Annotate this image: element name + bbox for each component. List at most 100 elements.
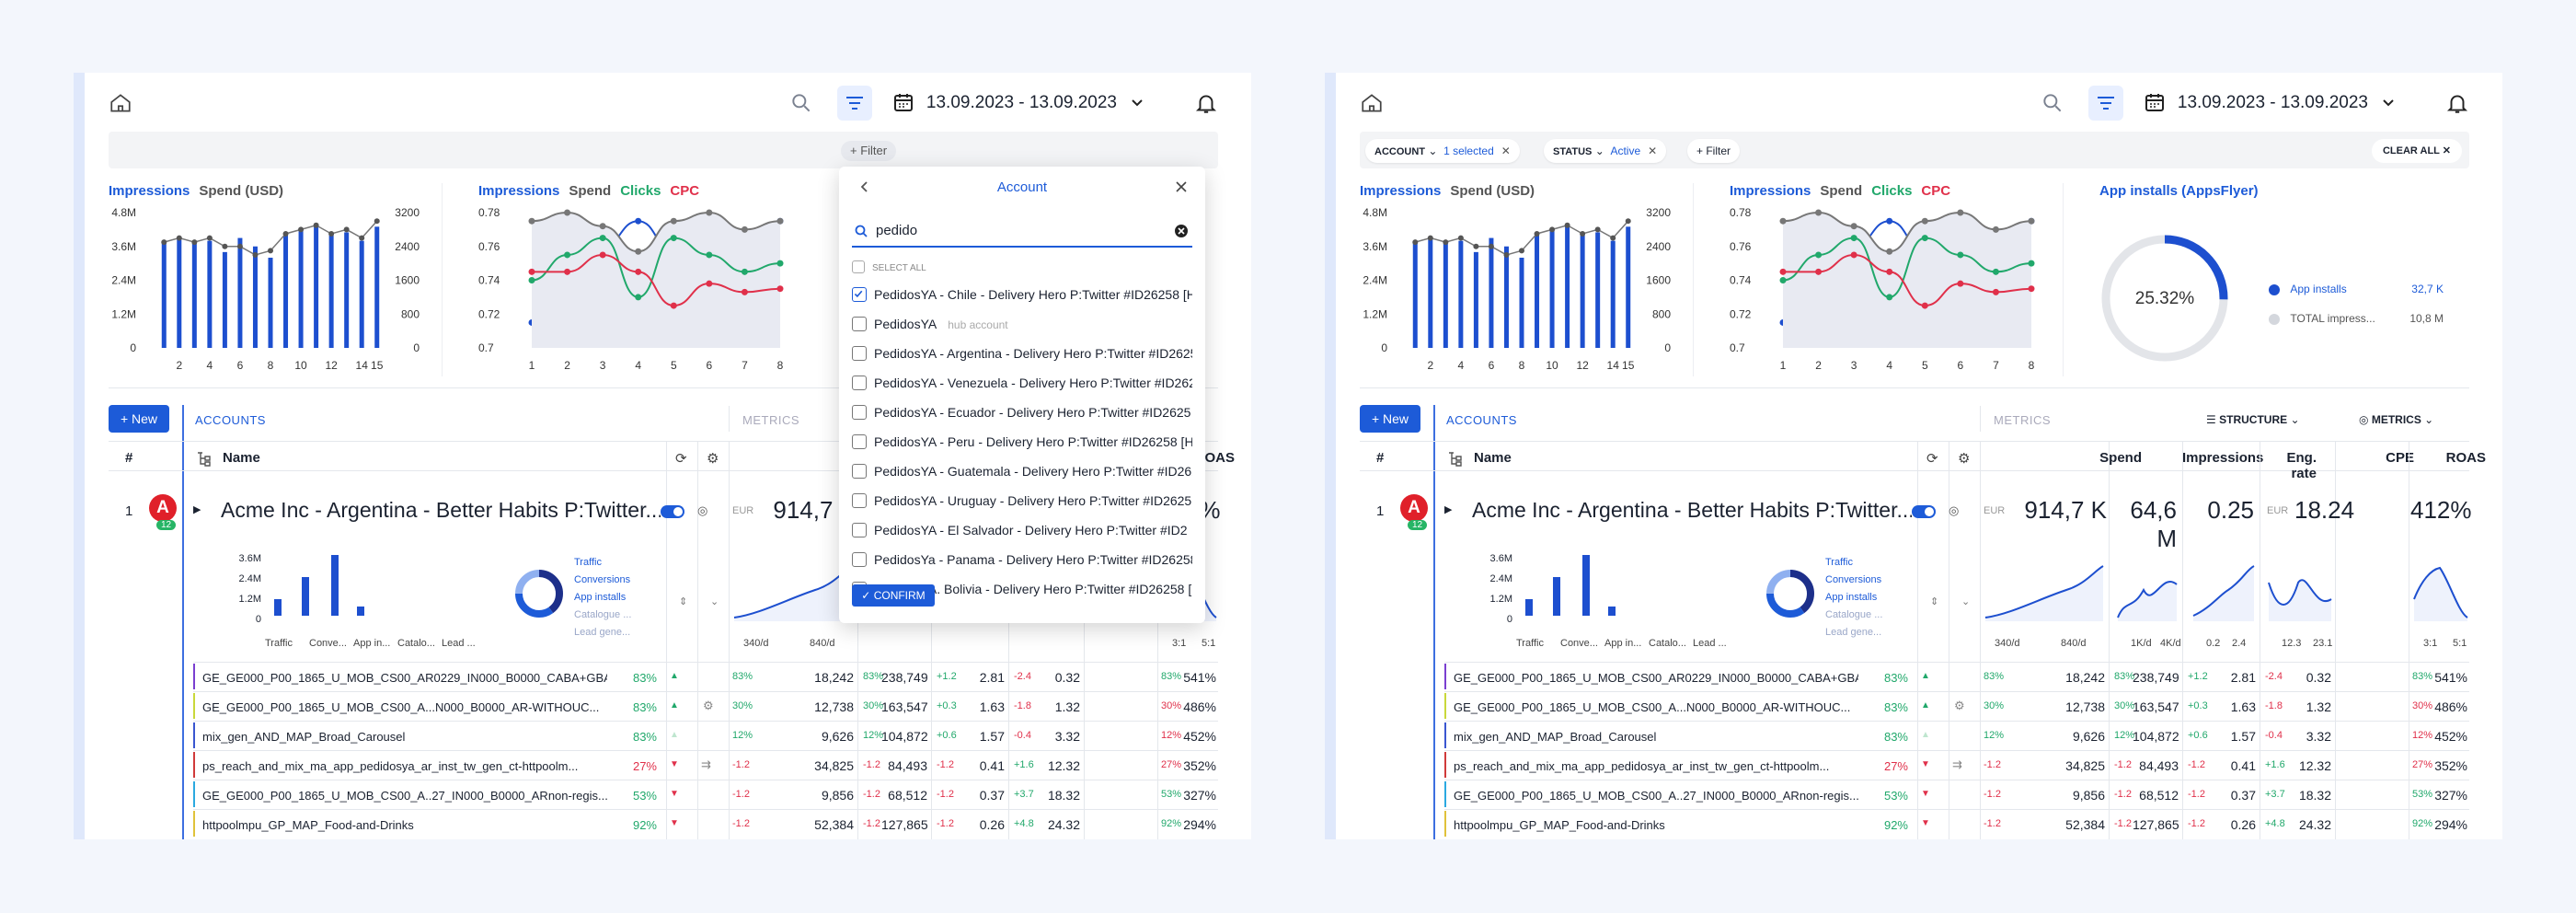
- date-range[interactable]: 13.09.2023 - 13.09.2023: [926, 93, 1117, 112]
- chevron-down-icon[interactable]: [2379, 93, 2398, 111]
- option-checkbox[interactable]: [852, 405, 867, 421]
- settings-icon[interactable]: ⚙: [703, 699, 714, 712]
- clear-search-icon[interactable]: [1174, 224, 1189, 238]
- mini-legend-item[interactable]: App installs: [574, 592, 627, 603]
- option-checkbox[interactable]: [852, 493, 867, 509]
- metrics-button[interactable]: ◎ METRICS ⌄: [2359, 413, 2434, 426]
- settings-icon[interactable]: ⚙: [1958, 451, 1971, 467]
- account-option[interactable]: PedidosYA - Venezuela - Delivery Hero P:…: [852, 369, 1192, 397]
- account-option[interactable]: PedidosYa - Panama - Delivery Hero P:Twi…: [852, 546, 1192, 573]
- sort-icon[interactable]: ⇕: [1930, 596, 1939, 607]
- search-icon[interactable]: [789, 91, 813, 115]
- option-checkbox[interactable]: [852, 552, 867, 568]
- target-icon[interactable]: ◎: [697, 503, 708, 517]
- select-all-option[interactable]: SELECT ALL: [852, 255, 1192, 283]
- add-filter-button[interactable]: + Filter: [1687, 139, 1741, 163]
- status-toggle[interactable]: [661, 505, 684, 518]
- structure-button[interactable]: ☰ STRUCTURE ⌄: [2206, 413, 2300, 426]
- mini-legend-item[interactable]: Conversions: [1825, 574, 1882, 585]
- dropdown-search-field[interactable]: pedido: [852, 218, 1192, 248]
- account-name[interactable]: Acme Inc - Argentina - Better Habits P:T…: [221, 498, 661, 522]
- expand-icon[interactable]: ▶: [1444, 504, 1453, 515]
- account-name[interactable]: Acme Inc - Argentina - Better Habits P:T…: [1472, 498, 1912, 522]
- status-toggle[interactable]: [1912, 505, 1936, 518]
- chevron-down-icon[interactable]: [1128, 93, 1146, 111]
- name-header[interactable]: Name: [1474, 450, 1512, 466]
- account-option[interactable]: PedidosYA - El Salvador - Delivery Hero …: [852, 516, 1192, 544]
- adset-name[interactable]: GE_GE000_P00_1865_U_MOB_CS00_AR0229_IN00…: [202, 671, 607, 685]
- option-checkbox[interactable]: [852, 523, 867, 538]
- close-icon[interactable]: ✕: [1501, 144, 1511, 157]
- date-range[interactable]: 13.09.2023 - 13.09.2023: [2177, 93, 2368, 112]
- option-checkbox[interactable]: [852, 346, 867, 362]
- option-checkbox[interactable]: [852, 287, 867, 303]
- tab-metrics-label[interactable]: METRICS: [1994, 413, 2051, 427]
- tree-icon[interactable]: [1446, 450, 1463, 467]
- chart2-title-impressions[interactable]: Impressions: [1730, 183, 1811, 199]
- mini-legend-item[interactable]: Lead gene...: [1825, 627, 1882, 638]
- name-header[interactable]: Name: [223, 450, 260, 466]
- chevron-down-icon[interactable]: ⌄: [710, 596, 719, 607]
- impressions-header[interactable]: Impressions: [2182, 450, 2264, 466]
- tab-metrics-label[interactable]: METRICS: [742, 413, 799, 427]
- chevron-down-icon[interactable]: ⌄: [1961, 596, 1971, 607]
- adset-name[interactable]: GE_GE000_P00_1865_U_MOB_CS00_A...N000_B0…: [202, 700, 600, 714]
- chevron-left-icon[interactable]: [857, 179, 872, 194]
- home-icon[interactable]: [1360, 91, 1384, 115]
- cloud-sync-icon[interactable]: ⟳: [1926, 451, 1938, 467]
- home-icon[interactable]: [109, 91, 132, 115]
- chart1-title-spend[interactable]: Spend (USD): [199, 183, 284, 199]
- chart1-title-spend[interactable]: Spend (USD): [1450, 183, 1535, 199]
- new-button[interactable]: + New: [109, 405, 169, 433]
- close-icon[interactable]: ✕: [1648, 144, 1658, 157]
- chart2-title-clicks[interactable]: Clicks: [620, 183, 661, 199]
- adset-name[interactable]: mix_gen_AND_MAP_Broad_Carousel: [202, 730, 406, 744]
- cpe-header[interactable]: CPE: [2386, 450, 2414, 466]
- tab-accounts[interactable]: ACCOUNTS: [1446, 413, 1517, 427]
- expand-icon[interactable]: ▶: [193, 504, 201, 515]
- search-icon[interactable]: [2041, 91, 2064, 115]
- bell-icon[interactable]: [1194, 91, 1218, 115]
- select-all-checkbox[interactable]: [852, 260, 865, 274]
- chart1-title-impressions[interactable]: Impressions: [109, 183, 190, 199]
- option-checkbox[interactable]: [852, 376, 867, 391]
- account-option[interactable]: PedidosYA hub account: [852, 310, 1192, 338]
- account-option[interactable]: PedidosYA - Ecuador - Delivery Hero P:Tw…: [852, 399, 1192, 426]
- chart1-title-impressions[interactable]: Impressions: [1360, 183, 1442, 199]
- share-icon[interactable]: ⇉: [701, 757, 711, 771]
- adset-name[interactable]: ps_reach_and_mix_ma_app_pedidosya_ar_ins…: [202, 759, 579, 773]
- adset-name[interactable]: GE_GE000_P00_1865_U_MOB_CS00_A...N000_B0…: [1454, 700, 1851, 714]
- adset-name[interactable]: GE_GE000_P00_1865_U_MOB_CS00_A..27_IN000…: [202, 789, 607, 803]
- new-button[interactable]: + New: [1360, 405, 1420, 433]
- calendar-icon[interactable]: [892, 91, 914, 113]
- adset-name[interactable]: GE_GE000_P00_1865_U_MOB_CS00_A..27_IN000…: [1454, 789, 1858, 803]
- mini-legend-item[interactable]: App installs: [1825, 592, 1878, 603]
- spend-header[interactable]: Spend: [2099, 450, 2142, 466]
- account-option[interactable]: PedidosYA - Chile - Delivery Hero P:Twit…: [852, 281, 1192, 308]
- roas-header[interactable]: ROAS: [2445, 450, 2486, 466]
- share-icon[interactable]: ⇉: [1952, 757, 1962, 771]
- calendar-icon[interactable]: [2144, 91, 2166, 113]
- chart2-title-clicks[interactable]: Clicks: [1871, 183, 1913, 199]
- tree-icon[interactable]: [195, 450, 212, 467]
- chart3-title[interactable]: App installs (AppsFlyer): [2099, 183, 2259, 199]
- mini-legend-item[interactable]: Traffic: [574, 557, 602, 568]
- adset-name[interactable]: mix_gen_AND_MAP_Broad_Carousel: [1454, 730, 1657, 744]
- filter-toggle-button[interactable]: [2088, 86, 2123, 121]
- eng-rate-header[interactable]: Eng. rate: [2286, 450, 2317, 481]
- chart2-title-spend[interactable]: Spend: [1820, 183, 1863, 199]
- option-checkbox[interactable]: [852, 464, 867, 480]
- account-option[interactable]: PedidosYA - Argentina - Delivery Hero P:…: [852, 340, 1192, 367]
- mini-legend-item[interactable]: Conversions: [574, 574, 631, 585]
- clear-all-button[interactable]: CLEAR ALL ✕: [2371, 139, 2462, 163]
- chart2-title-cpc[interactable]: CPC: [1921, 183, 1951, 199]
- account-option[interactable]: PedidosYA - Uruguay - Delivery Hero P:Tw…: [852, 487, 1192, 514]
- sort-icon[interactable]: ⇕: [679, 596, 688, 607]
- target-icon[interactable]: ◎: [1949, 503, 1960, 517]
- status-filter-chip[interactable]: STATUS ⌄ Active ✕: [1544, 139, 1667, 163]
- bell-icon[interactable]: [2445, 91, 2469, 115]
- adset-name[interactable]: GE_GE000_P00_1865_U_MOB_CS00_AR0229_IN00…: [1454, 671, 1858, 685]
- close-icon[interactable]: [1174, 179, 1189, 194]
- mini-legend-item[interactable]: Catalogue ...: [1825, 609, 1883, 620]
- option-checkbox[interactable]: [852, 317, 867, 332]
